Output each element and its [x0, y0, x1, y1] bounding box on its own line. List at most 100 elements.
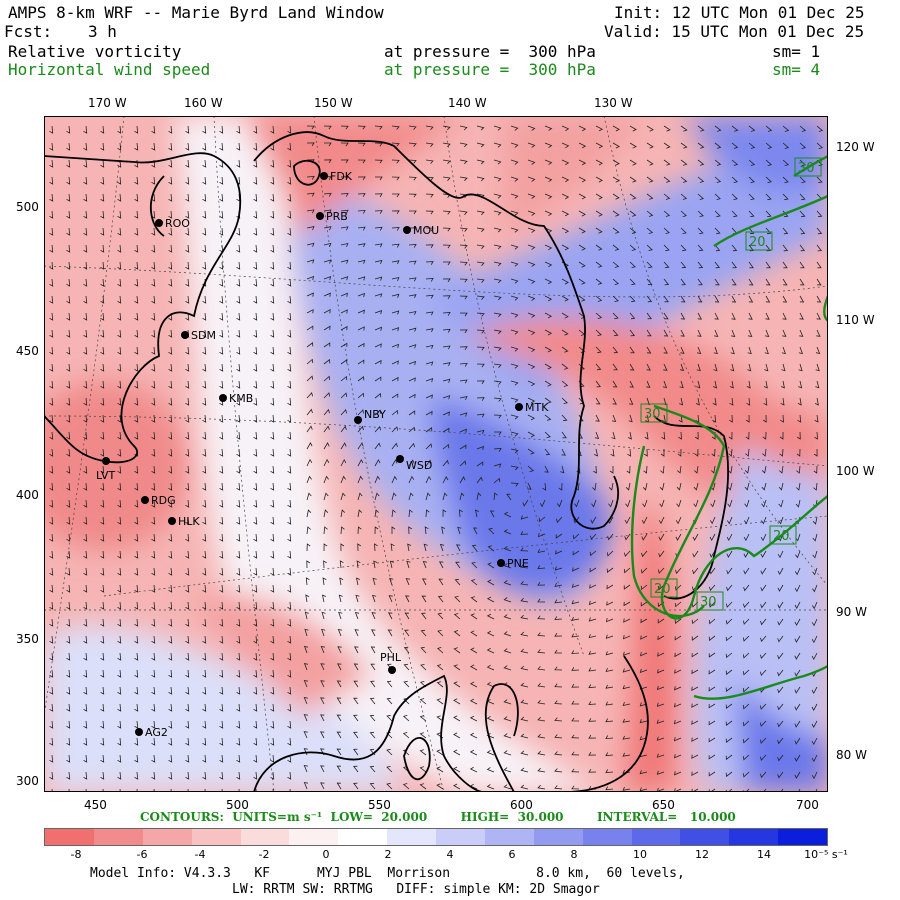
wind-barb	[219, 567, 224, 576]
wind-barb	[453, 630, 461, 637]
wind-barb	[610, 448, 615, 457]
wind-barb	[168, 754, 173, 763]
wind-barb	[66, 295, 71, 304]
wind-barb	[708, 720, 716, 726]
wind-barb	[287, 227, 292, 236]
wind-barb	[641, 516, 648, 525]
wind-barb	[646, 346, 652, 354]
wind-barb	[760, 652, 767, 660]
wind-barb	[676, 499, 682, 508]
wind-barb	[459, 142, 468, 148]
wind-barb	[493, 492, 498, 501]
wind-barb	[134, 584, 139, 593]
wind-barb	[561, 414, 568, 422]
wind-barb	[66, 261, 71, 270]
wind-barb	[134, 720, 139, 729]
wind-barb	[713, 346, 718, 355]
wind-barb	[442, 378, 451, 383]
wind-barb	[561, 363, 569, 370]
wind-barb	[306, 142, 315, 147]
wind-barb	[253, 142, 258, 151]
wind-barb	[419, 732, 427, 739]
wind-barb	[83, 193, 88, 202]
wind-barb	[425, 427, 433, 433]
y-grid-label: 400	[16, 488, 39, 502]
wind-barb	[219, 516, 224, 525]
wind-barb	[287, 754, 292, 763]
wind-barb	[486, 613, 495, 620]
wind-barb	[742, 720, 750, 727]
wind-barb	[510, 380, 519, 386]
wind-barb	[253, 533, 258, 542]
wind-barb	[544, 176, 553, 183]
wind-barb	[185, 278, 190, 287]
right-lon-label: 90 W	[836, 605, 867, 619]
wind-barb	[83, 669, 88, 678]
wind-barb	[391, 176, 400, 181]
station-phl: PHL	[380, 651, 402, 674]
wind-barb	[589, 550, 597, 557]
wind-barb	[691, 720, 699, 725]
contour-info: CONTOURS: UNITS=m s⁻¹ LOW= 20.000 HIGH= …	[140, 810, 736, 824]
wind-barb	[459, 261, 468, 266]
wind-barb	[117, 210, 122, 219]
wind-barb	[323, 159, 332, 164]
wind-barb	[748, 295, 754, 303]
wind-barb	[168, 380, 173, 389]
wind-barb	[151, 754, 156, 763]
wind-barb	[403, 663, 410, 671]
wind-barb	[168, 737, 173, 746]
wind-barb	[387, 612, 393, 620]
wind-barb	[539, 499, 546, 508]
wind-barb	[253, 397, 258, 406]
wind-barb	[49, 652, 54, 661]
wind-barb	[493, 329, 502, 335]
wind-barb	[760, 618, 767, 626]
wind-barb	[510, 312, 519, 318]
wind-barb	[493, 477, 501, 484]
wind-barb	[357, 159, 366, 164]
wind-barb	[677, 448, 682, 457]
wind-barb	[117, 771, 122, 780]
wind-barb	[554, 785, 563, 790]
wind-barb	[287, 601, 292, 610]
wind-barb	[202, 771, 207, 780]
wind-barb	[459, 460, 467, 467]
wind-barb	[622, 735, 631, 740]
wind-barb	[420, 646, 427, 654]
wind-barb	[374, 442, 381, 450]
wind-barb	[794, 601, 801, 610]
wind-barb	[185, 686, 190, 695]
wind-barb	[202, 142, 207, 151]
wind-barb	[794, 618, 801, 626]
colorbar-label: 10	[633, 848, 647, 861]
wind-barb	[726, 516, 733, 525]
wind-barb	[374, 359, 382, 365]
wind-barb	[236, 686, 241, 695]
wind-barb	[442, 278, 451, 283]
wind-barb	[816, 125, 824, 132]
wind-barb	[780, 397, 785, 406]
wind-barb	[83, 737, 88, 746]
wind-barb	[49, 176, 54, 185]
wind-barb	[469, 715, 478, 722]
wind-barb	[185, 737, 190, 746]
wind-barb	[306, 192, 315, 197]
wind-barb	[798, 380, 803, 389]
wind-barb	[202, 720, 207, 729]
wind-barb	[320, 765, 325, 773]
wind-barb	[117, 380, 122, 389]
wind-barb	[714, 142, 722, 149]
wind-barb	[117, 261, 122, 270]
wind-barb	[303, 764, 308, 773]
wind-barb	[658, 550, 665, 558]
wind-barb	[646, 312, 652, 320]
wind-barb	[443, 261, 451, 266]
wind-barb	[777, 788, 784, 792]
wind-barb	[151, 533, 156, 542]
wind-barb	[624, 516, 631, 525]
wind-barb	[287, 431, 292, 440]
wind-barb	[760, 533, 767, 542]
wind-barb	[748, 176, 755, 183]
wind-barb	[408, 310, 417, 315]
